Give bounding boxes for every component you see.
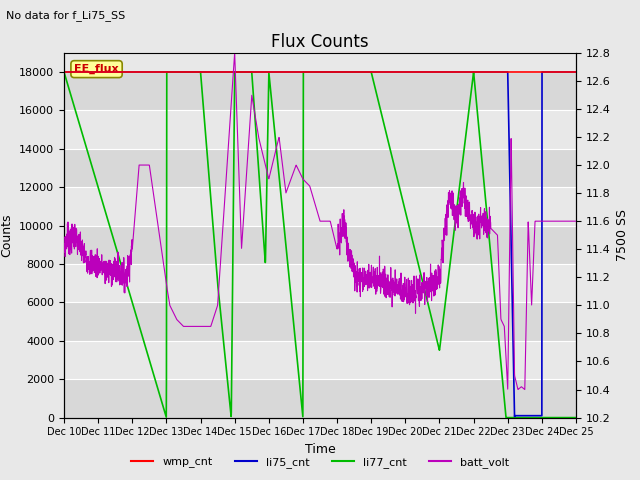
Title: Flux Counts: Flux Counts bbox=[271, 33, 369, 51]
Legend: wmp_cnt, li75_cnt, li77_cnt, batt_volt: wmp_cnt, li75_cnt, li77_cnt, batt_volt bbox=[127, 452, 513, 472]
Bar bbox=[64, 226, 576, 264]
Bar bbox=[64, 72, 576, 110]
Y-axis label: Counts: Counts bbox=[1, 214, 13, 257]
Bar bbox=[64, 34, 576, 72]
Bar bbox=[64, 110, 576, 149]
Y-axis label: 7500 SS: 7500 SS bbox=[616, 209, 629, 261]
Bar bbox=[64, 264, 576, 302]
Bar bbox=[64, 187, 576, 226]
X-axis label: Time: Time bbox=[305, 443, 335, 456]
Text: EE_flux: EE_flux bbox=[74, 64, 119, 74]
Text: No data for f_Li75_SS: No data for f_Li75_SS bbox=[6, 10, 125, 21]
Bar bbox=[64, 379, 576, 418]
Bar bbox=[64, 341, 576, 379]
Bar bbox=[64, 302, 576, 341]
Bar bbox=[64, 149, 576, 187]
